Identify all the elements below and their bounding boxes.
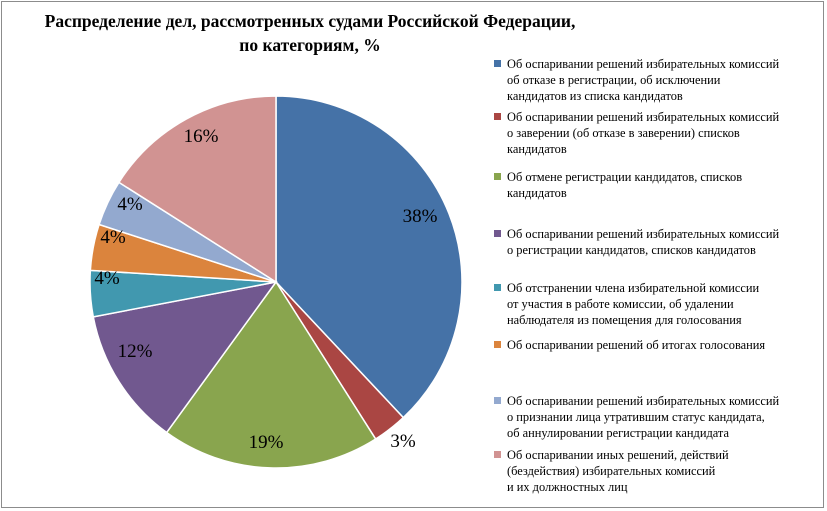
pie-slice-3	[165, 280, 377, 469]
legend-label-4: Об оспаривании решений избирательных ком…	[507, 226, 779, 258]
legend-label-line: об аннулировании регистрации кандидата	[507, 426, 729, 440]
pie-data-label-4: 12%	[118, 341, 153, 362]
pie-data-label-2: 3%	[390, 431, 416, 452]
legend-label-line: и их должностных лиц	[507, 480, 628, 494]
pie-data-label-7: 4%	[117, 194, 143, 215]
legend-swatch-8	[494, 451, 501, 458]
pie-data-label-1: 38%	[403, 206, 438, 227]
chart-title: Распределение дел, рассмотренных судами …	[0, 9, 620, 57]
legend-label-5: Об отстранении члена избирательной комис…	[507, 280, 759, 328]
legend-swatch-5	[494, 284, 501, 291]
legend-label-3: Об отмене регистрации кандидатов, списко…	[507, 169, 742, 201]
legend-swatch-7	[494, 397, 501, 404]
legend-label-line: Об оспаривании иных решений, действий	[507, 448, 729, 462]
legend-swatch-4	[494, 230, 501, 237]
chart-title-line-2: по категориям, %	[239, 35, 381, 55]
legend-label-line: наблюдателя из помещения для голосования	[507, 313, 742, 327]
pie-slice-4	[92, 280, 278, 434]
legend-label-line: кандидатов	[507, 186, 567, 200]
legend-label-line: Об оспаривании решений избирательных ком…	[507, 394, 780, 408]
legend-swatch-6	[494, 341, 501, 348]
legend-label-line: Об оспаривании решений избирательных ком…	[507, 110, 780, 124]
legend-label-line: Об оспаривании решений об итогах голосов…	[507, 338, 766, 352]
legend-label-line: кандидатов	[507, 142, 567, 156]
legend-label-7: Об оспаривании решений избирательных ком…	[507, 393, 779, 441]
legend-label-line: о заверении (об отказе в заверении) спис…	[507, 126, 740, 140]
chart-title-line-1: Распределение дел, рассмотренных судами …	[44, 11, 576, 31]
legend-label-line: (бездействия) избирательных комиссий	[507, 464, 716, 478]
legend-swatch-2	[494, 113, 501, 120]
legend-label-line: от участия в работе комиссии, об удалени…	[507, 297, 734, 311]
legend-label-2: Об оспаривании решений избирательных ком…	[507, 109, 779, 157]
legend-label-line: Об оспаривании решений избирательных ком…	[507, 57, 780, 71]
legend-swatch-3	[494, 173, 501, 180]
legend-label-line: об отказе в регистрации, об исключении	[507, 73, 721, 87]
pie-slice-1	[275, 95, 463, 419]
pie-data-label-3: 19%	[249, 432, 284, 453]
legend-label-line: кандидатов из списка кандидатов	[507, 89, 683, 103]
pie-data-label-8: 16%	[184, 126, 219, 147]
legend-label-6: Об оспаривании решений об итогах голосов…	[507, 337, 765, 353]
legend-label-line: Об отстранении члена избирательной комис…	[507, 281, 760, 295]
legend-label-line: Об оспаривании решений избирательных ком…	[507, 227, 780, 241]
legend-label-1: Об оспаривании решений избирательных ком…	[507, 56, 779, 104]
legend-swatch-1	[494, 60, 501, 67]
legend-label-8: Об оспаривании иных решений, действий (бе…	[507, 447, 729, 495]
pie-slice-8	[117, 95, 277, 284]
legend-label-line: Об отмене регистрации кандидатов, списко…	[507, 170, 743, 184]
pie-data-label-5: 4%	[94, 268, 120, 289]
pie-data-label-6: 4%	[100, 227, 126, 248]
legend-label-line: о регистрации кандидатов, списков кандид…	[507, 243, 756, 257]
legend-label-line: о признании лица утратившим статус канди…	[507, 410, 765, 424]
